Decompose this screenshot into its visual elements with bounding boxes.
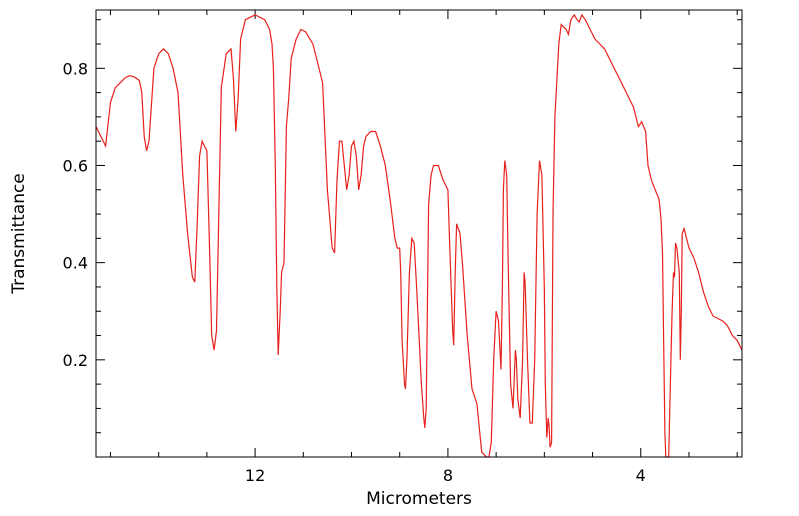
- y-tick-label: 0.2: [63, 351, 88, 370]
- x-axis-title: Micrometers: [366, 489, 472, 509]
- y-tick-label: 0.8: [63, 59, 88, 78]
- y-tick-label: 0.6: [63, 156, 88, 175]
- transmittance-line: [95, 13, 743, 458]
- y-tick-label: 0.4: [63, 254, 88, 273]
- tick-labels: 12 8 4 0.2 0.4 0.6 0.8: [63, 59, 646, 485]
- y-axis-title: Transmittance: [9, 173, 29, 295]
- axis-ticks: [96, 10, 742, 457]
- x-tick-label: 8: [443, 466, 453, 485]
- plot-frame: [95, 9, 743, 458]
- x-tick-label: 12: [245, 466, 265, 485]
- x-tick-label: 4: [636, 466, 646, 485]
